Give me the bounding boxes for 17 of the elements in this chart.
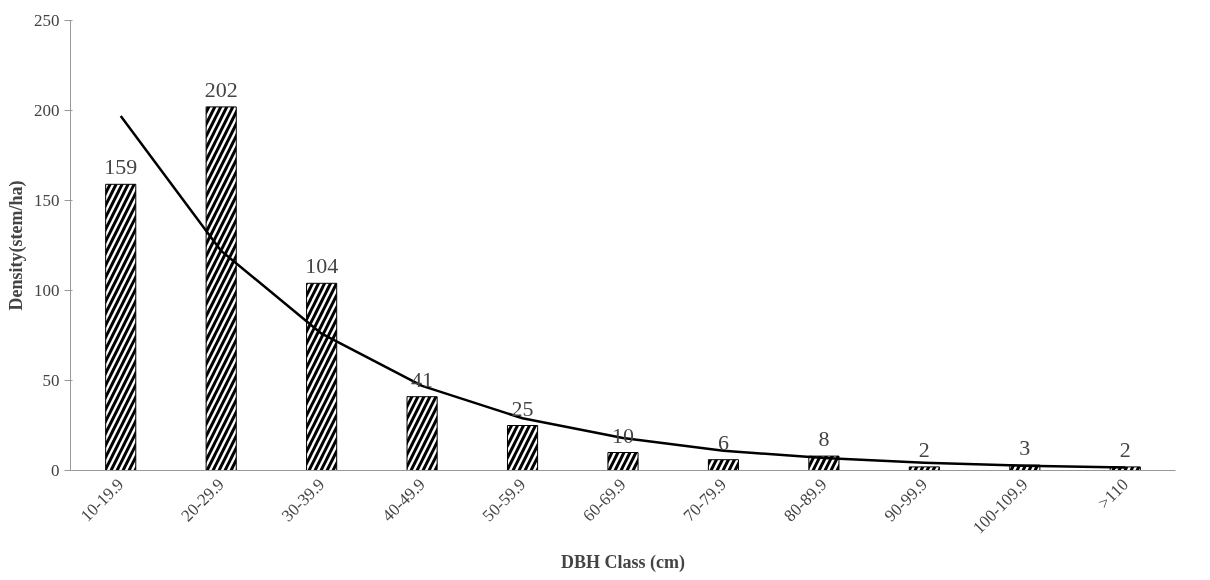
y-tick-label: 50	[42, 371, 60, 390]
data-label: 159	[104, 154, 138, 180]
data-label: 6	[717, 429, 729, 455]
data-label: 25	[511, 395, 534, 421]
y-axis-title: Density(stem/ha)	[6, 180, 27, 311]
data-label: 2	[918, 436, 930, 462]
y-tick-label: 200	[34, 101, 60, 120]
y-tick-label: 150	[34, 191, 60, 210]
data-label: 3	[1019, 435, 1031, 461]
data-label: 104	[305, 253, 339, 279]
y-tick-label: 100	[34, 281, 60, 300]
x-axis-title: DBH Class (cm)	[561, 552, 686, 574]
data-label: 2	[1119, 436, 1131, 462]
data-label: 8	[818, 426, 830, 452]
y-tick-label: 250	[34, 11, 60, 30]
y-tick-label: 0	[51, 461, 60, 480]
data-label: 202	[204, 76, 238, 102]
